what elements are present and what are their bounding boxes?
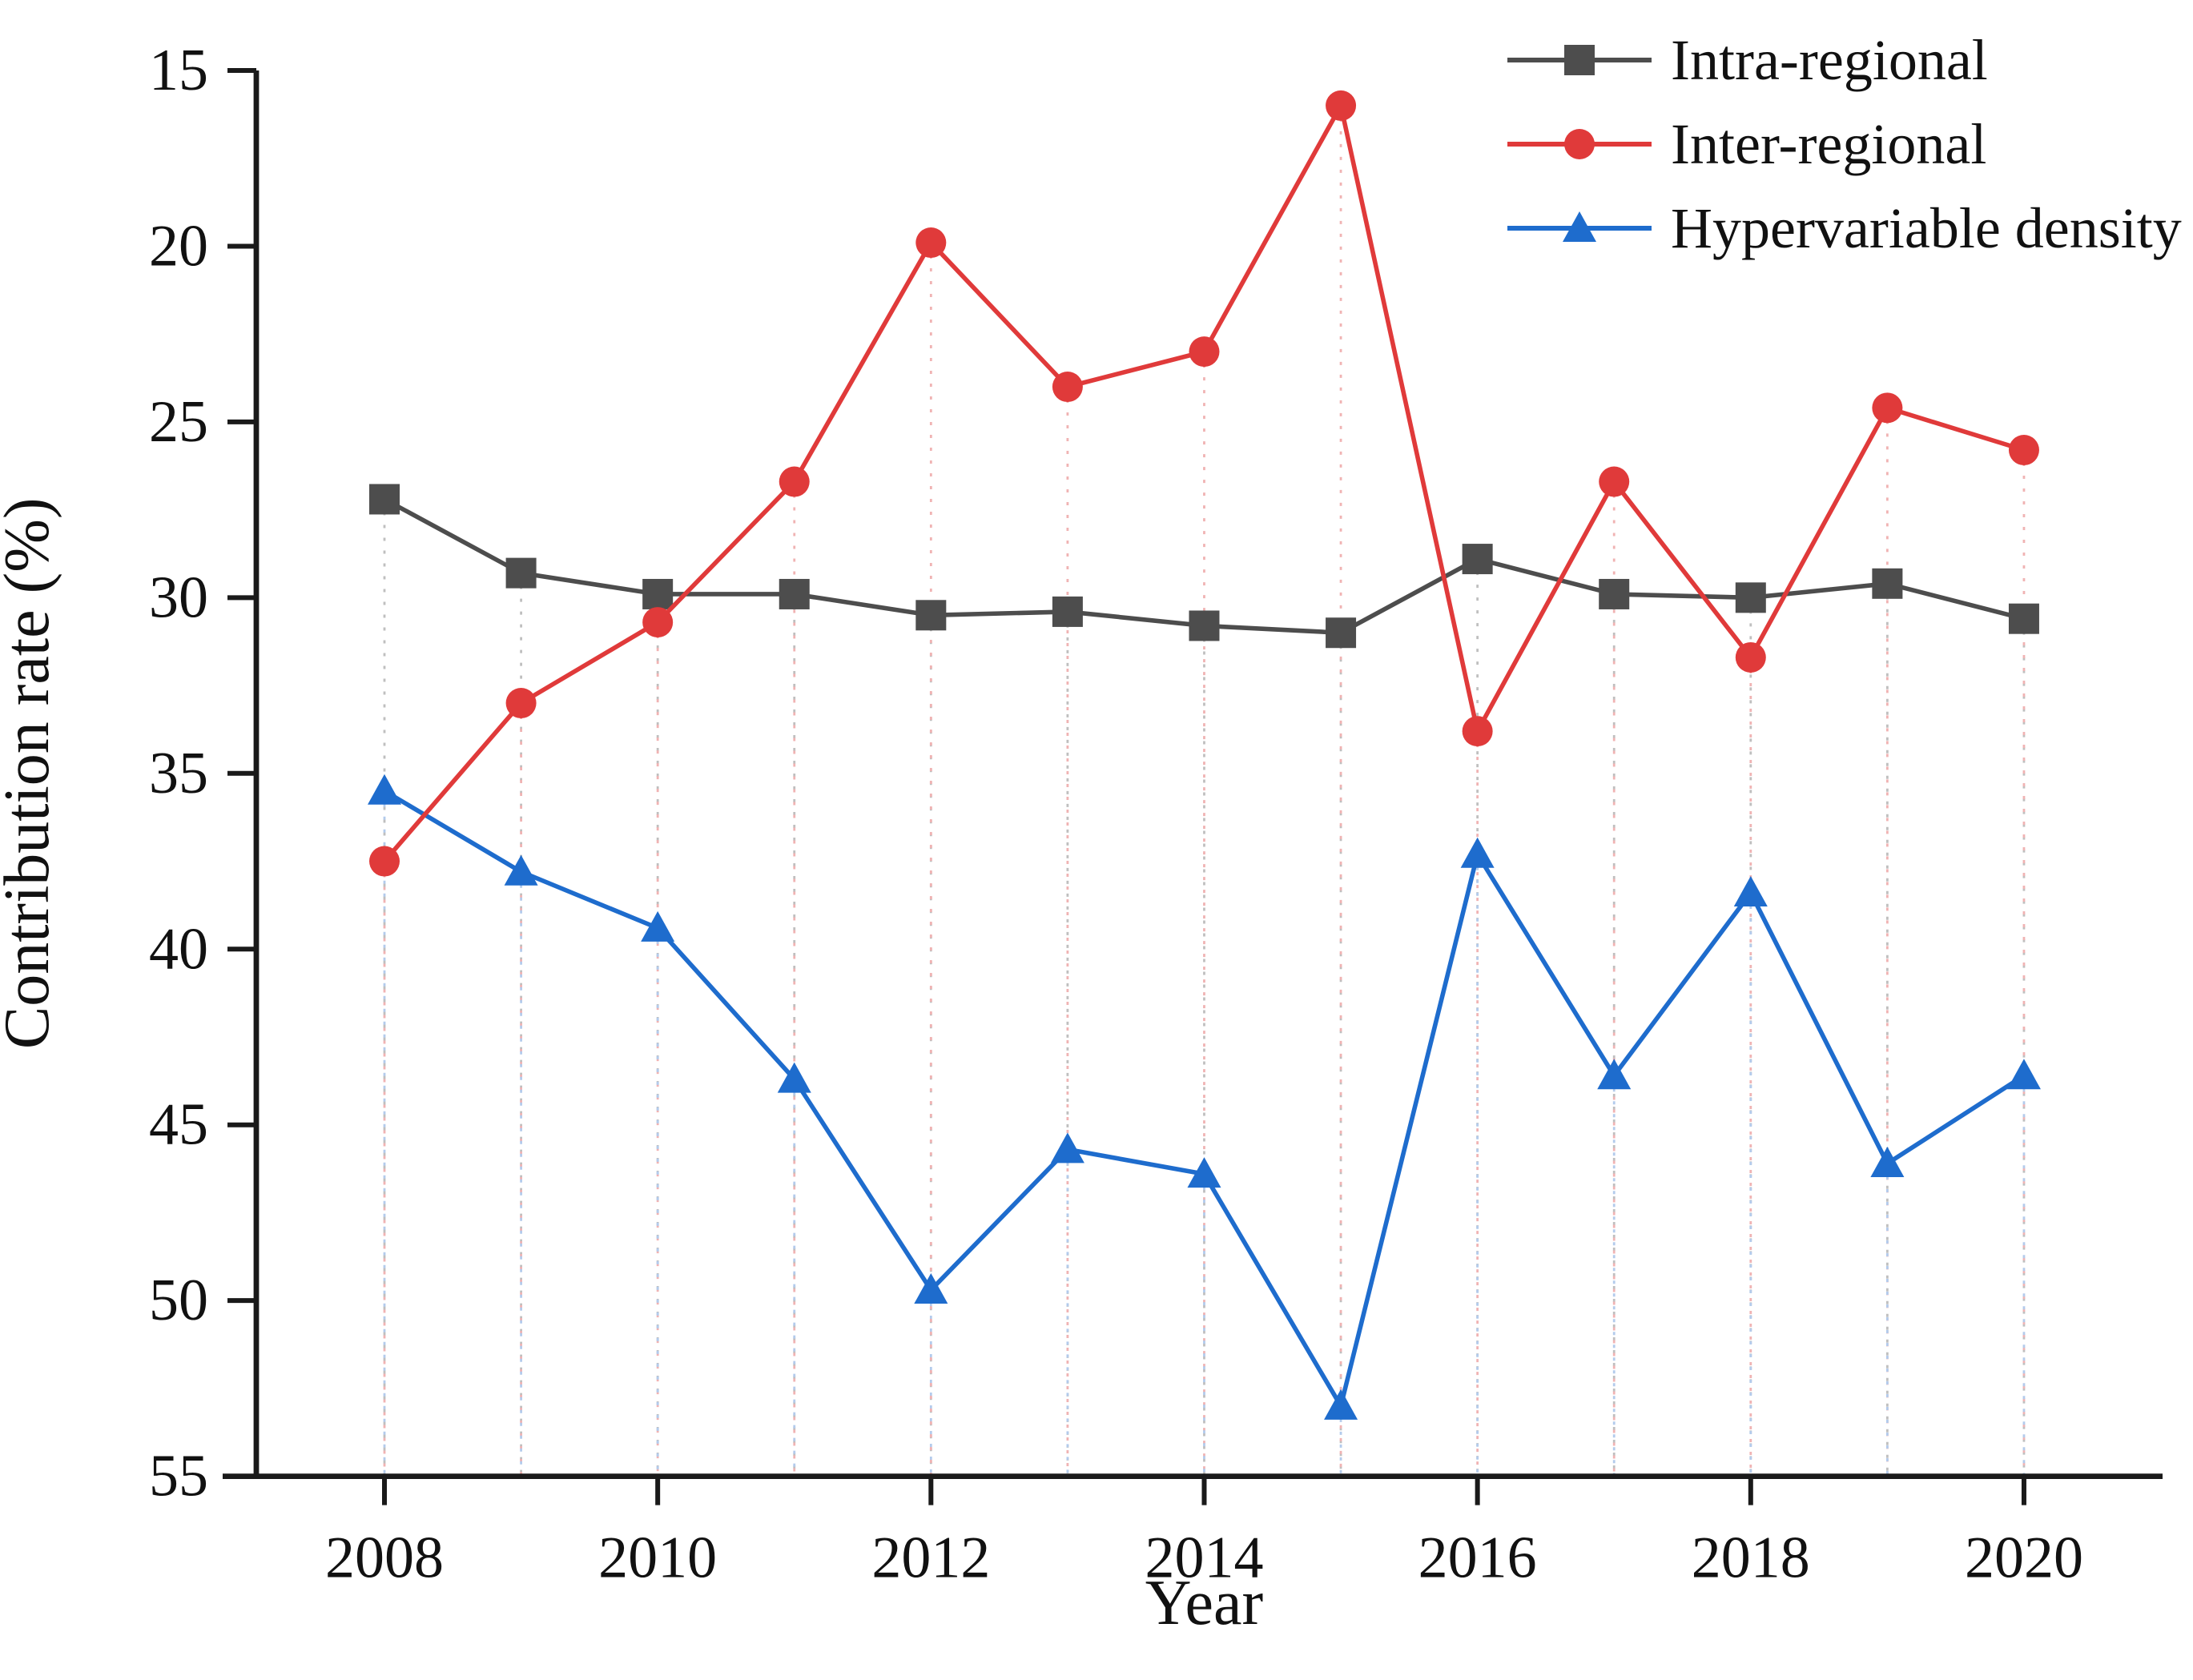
y-axis-title: Contribution rate (%) [0,497,62,1049]
data-point-intra-regional [915,600,947,631]
x-tick-label: 2018 [1692,1525,1810,1591]
data-point-hypervariable-density [368,774,401,805]
y-tick-label: 15 [149,38,208,103]
data-point-hypervariable-density [1050,1132,1084,1164]
legend-item-hypervariable-density: Hypervariable density [1507,196,2182,260]
data-point-inter-regional [779,466,810,497]
data-point-inter-regional [642,607,674,638]
data-point-intra-regional [642,578,674,609]
data-point-hypervariable-density [1733,876,1768,907]
x-tick-label: 2008 [325,1525,444,1591]
stem-lines-hypervariable-density [383,790,2026,1477]
series-hypervariable-density [368,774,2041,1420]
data-point-intra-regional [1052,596,1083,627]
legend-item-inter-regional: Inter-regional [1507,112,1986,176]
legend: Intra-regional Inter-regional Hypervariabl… [1507,28,2182,260]
y-tick-label: 40 [149,916,208,982]
data-point-hypervariable-density [1460,837,1495,868]
y-tick-label: 30 [149,565,208,630]
legend-label: Intra-regional [1671,28,1988,92]
data-point-hypervariable-density [1324,1389,1358,1420]
y-tick-label: 50 [149,1268,208,1333]
legend-item-intra-regional: Intra-regional [1507,28,1988,92]
data-point-hypervariable-density [504,854,538,886]
data-point-inter-regional [1872,392,1903,424]
y-tick-label: 25 [149,389,208,455]
data-point-inter-regional [1462,716,1493,747]
x-tick-label: 2010 [598,1525,717,1591]
legend-triangle-icon [1563,211,1596,242]
data-point-intra-regional [1462,544,1493,575]
axes: 15 20 25 30 35 40 45 50 55 2008 2010 2012 2014 2016 20… [0,38,2163,1638]
data-point-hypervariable-density [1870,1146,1905,1177]
legend-label: Hypervariable density [1671,196,2182,260]
y-tick-label: 35 [149,741,208,806]
data-point-hypervariable-density [914,1272,948,1304]
data-point-inter-regional [369,846,400,877]
data-point-hypervariable-density [777,1062,811,1093]
series-inter-regional [369,90,2039,877]
stem-lines-inter-regional [383,105,2026,1477]
data-point-intra-regional [1599,578,1630,609]
legend-square-icon [1564,45,1595,75]
series-intra-regional [369,484,2039,649]
data-point-inter-regional [1189,336,1220,368]
data-point-inter-regional [2008,435,2039,466]
x-tick-label: 2014 [1145,1525,1263,1591]
data-point-inter-regional [1052,372,1083,403]
data-point-intra-regional [1189,610,1220,641]
data-point-inter-regional [505,688,537,719]
data-point-hypervariable-density [641,910,675,942]
data-point-intra-regional [1326,617,1357,649]
data-point-hypervariable-density [1187,1157,1221,1188]
data-point-intra-regional [369,484,400,515]
data-point-intra-regional [1735,582,1766,613]
x-axis-title: Year [1145,1568,1263,1638]
x-tick-label: 2012 [871,1525,990,1591]
data-point-intra-regional [505,557,537,589]
data-point-intra-regional [1872,568,1903,599]
legend-label: Inter-regional [1671,112,1986,176]
data-point-hypervariable-density [2006,1059,2041,1090]
legend-circle-icon [1564,129,1595,159]
y-tick-label: 20 [149,213,208,279]
data-point-inter-regional [1735,641,1766,673]
x-tick-label: 2020 [1965,1525,2083,1591]
data-point-hypervariable-density [1597,1059,1632,1090]
x-tick-label: 2016 [1418,1525,1537,1591]
data-point-inter-regional [915,227,947,259]
y-tick-label: 45 [149,1092,208,1158]
y-tick-label: 55 [149,1444,208,1509]
data-point-inter-regional [1599,466,1630,497]
data-point-intra-regional [779,578,810,609]
data-point-inter-regional [1326,90,1357,121]
data-point-intra-regional [2008,603,2039,634]
